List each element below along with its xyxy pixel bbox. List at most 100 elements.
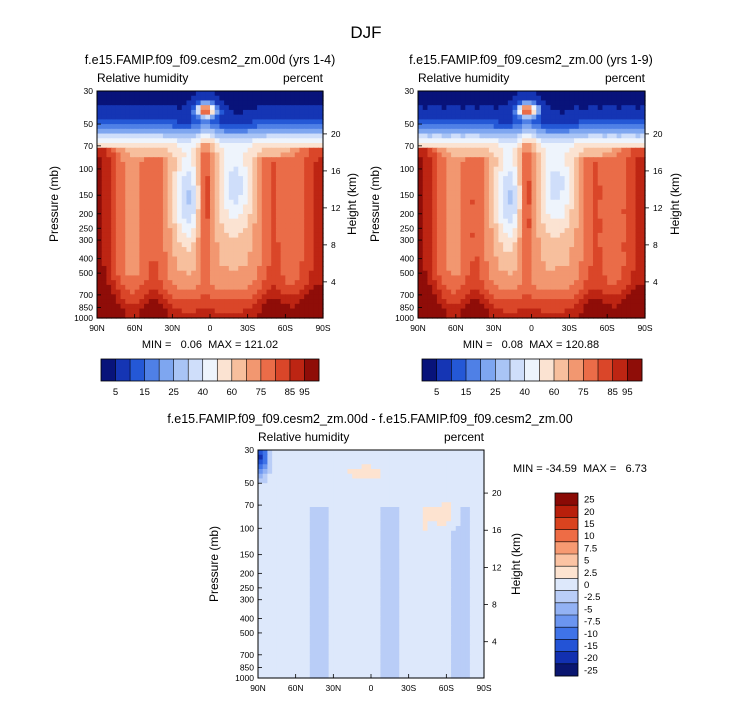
contour-cell: [588, 280, 594, 286]
contour-cell: [261, 218, 268, 225]
contour-cell: [275, 138, 282, 144]
contour-cell: [564, 124, 570, 130]
contour-cell: [626, 294, 632, 300]
contour-cell: [200, 124, 206, 130]
contour-cell: [125, 223, 131, 229]
contour-cell: [602, 91, 608, 97]
contour-cell: [275, 166, 282, 172]
contour-cell: [186, 261, 192, 267]
contour-cell: [574, 223, 580, 229]
contour-cell: [205, 143, 211, 149]
contour-cell: [436, 218, 443, 225]
contour-cell: [592, 157, 599, 163]
contour-cell: [531, 270, 537, 277]
contour-cell: [479, 289, 485, 295]
contour-cell: [588, 171, 594, 177]
contour-cell: [550, 303, 556, 310]
contour-cell: [247, 185, 253, 191]
contour-cell: [436, 299, 443, 305]
contour-cell: [252, 171, 258, 177]
contour-cell: [531, 128, 537, 135]
contour-cell: [545, 228, 552, 234]
contour-cell: [441, 218, 447, 225]
contour-cell: [531, 133, 537, 139]
contour-cell: [517, 95, 523, 102]
contour-cell: [148, 289, 155, 295]
contour-cell: [214, 166, 221, 172]
contour-cell: [422, 242, 429, 248]
contour-cell: [144, 157, 150, 163]
contour-cell: [294, 185, 301, 191]
contour-cell: [574, 209, 580, 215]
contour-cell: [583, 209, 589, 215]
contour-cell: [144, 299, 150, 305]
contour-cell: [479, 147, 485, 154]
contour-cell: [228, 195, 235, 201]
contour-cell: [422, 209, 429, 215]
contour-cell: [611, 124, 618, 130]
contour-cell: [120, 190, 126, 196]
contour-cell: [578, 256, 585, 262]
contour-cell: [441, 157, 447, 163]
contour-cell: [125, 247, 131, 253]
contour-cell: [158, 313, 164, 319]
contour-cell: [266, 152, 272, 158]
contour-cell: [517, 176, 523, 182]
contour-cell: [129, 91, 136, 97]
contour-cell: [191, 247, 197, 253]
contour-cell: [266, 237, 272, 243]
contour-cell: [470, 114, 476, 120]
contour-cell: [181, 95, 188, 102]
contour-cell: [574, 308, 580, 314]
contour-cell: [436, 176, 443, 182]
contour-cell: [455, 284, 462, 291]
contour-cell: [474, 270, 481, 277]
contour-cell: [592, 152, 599, 158]
contour-cell: [626, 218, 632, 225]
contour-cell: [503, 265, 509, 272]
contour-cell: [294, 256, 301, 262]
contour-cell: [144, 128, 150, 135]
contour-cell: [616, 105, 622, 111]
contour-cell: [422, 265, 429, 272]
contour-cell: [418, 284, 424, 291]
contour-cell: [242, 195, 249, 201]
contour-cell: [507, 270, 514, 277]
contour-cell: [550, 166, 556, 172]
contour-cell: [120, 289, 126, 295]
contour-cell: [172, 261, 178, 267]
contour-cell: [455, 232, 462, 239]
contour-cell: [148, 228, 155, 234]
contour-cell: [545, 275, 552, 281]
contour-cell: [611, 100, 618, 106]
contour-cell: [257, 247, 263, 253]
contour-cell: [242, 190, 249, 196]
contour-cell: [276, 454, 283, 461]
contour-cell: [441, 270, 447, 277]
contour-cell: [550, 299, 556, 305]
contour-cell: [555, 105, 561, 111]
contour-cell: [602, 299, 608, 305]
contour-cell: [333, 450, 339, 456]
contour-cell: [111, 128, 117, 135]
contour-cell: [195, 218, 202, 225]
contour-cell: [186, 270, 192, 277]
contour-cell: [550, 247, 556, 253]
contour-cell: [531, 218, 537, 225]
contour-cell: [626, 161, 632, 168]
contour-cell: [418, 161, 424, 168]
contour-cell: [148, 299, 155, 305]
contour-cell: [578, 147, 585, 154]
contour-cell: [474, 147, 481, 154]
contour-cell: [432, 176, 438, 182]
contour-cell: [257, 204, 263, 210]
contour-cell: [578, 166, 585, 172]
contour-cell: [503, 228, 509, 234]
contour-cell: [318, 171, 324, 177]
contour-cell: [238, 185, 244, 191]
contour-cell: [290, 459, 297, 465]
contour-cell: [488, 261, 495, 267]
contour-cell: [115, 176, 122, 182]
contour-cell: [436, 180, 443, 187]
contour-cell: [308, 147, 315, 154]
